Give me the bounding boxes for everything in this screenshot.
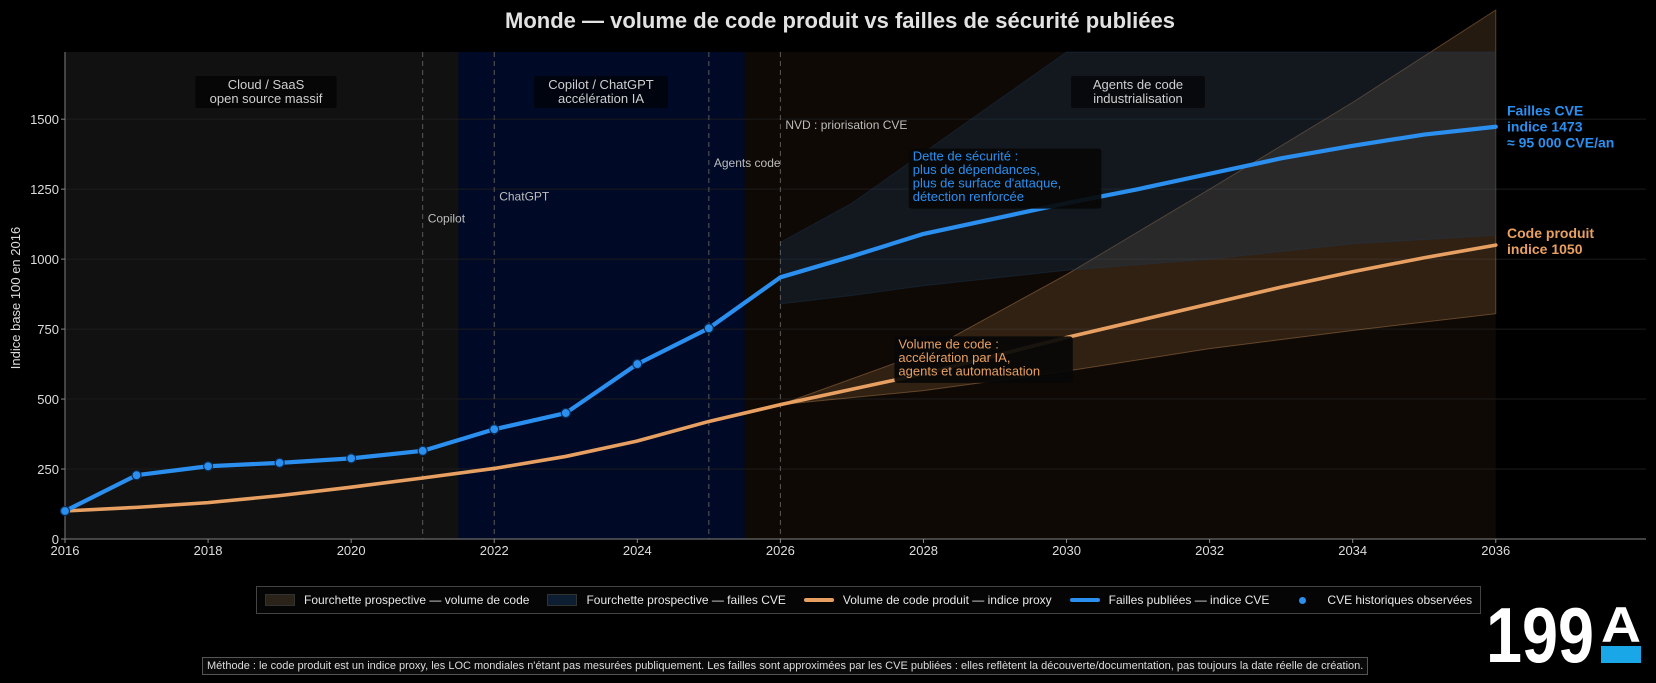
cve-historical-point	[59, 505, 71, 517]
end-label-cve: Failles CVE	[1507, 103, 1583, 119]
event-markers: Copilot ChatGPT Agents code NVD : priorisat…	[422, 52, 907, 539]
period-label-box	[1071, 76, 1205, 108]
legend-label: Volume de code produit — indice proxy	[842, 593, 1052, 607]
period-label: Cloud / SaaS	[228, 77, 305, 92]
legend-item-code-band: Fourchette prospective — volume de code	[265, 593, 529, 607]
end-label-cve: indice 1473	[1507, 119, 1583, 135]
historical-points	[59, 323, 714, 517]
period-label: Copilot / ChatGPT	[548, 77, 654, 92]
period-label: accélération IA	[558, 91, 644, 106]
annotation-text: accélération par IA,	[898, 350, 1010, 365]
period-backgrounds	[65, 52, 1496, 539]
annotations: Dette de sécurité :plus de dépendances,p…	[894, 148, 1102, 383]
event-label: NVD : priorisation CVE	[785, 118, 907, 132]
grid	[65, 118, 1646, 470]
series-cve	[62, 124, 1498, 514]
legend-swatch-code-line	[803, 598, 834, 602]
x-tick-label: 2028	[909, 543, 938, 558]
cve-historical-point	[703, 323, 714, 334]
cve-historical-point	[489, 424, 500, 435]
logo-number: 199	[1486, 596, 1594, 666]
x-tick-label: 2034	[1338, 543, 1367, 558]
legend: Fourchette prospective — volume de code …	[256, 586, 1482, 614]
x-tick-label: 2032	[1195, 543, 1224, 558]
x-tick-label: 2024	[623, 543, 652, 558]
y-tick-label: 750	[37, 322, 59, 337]
period-label-box	[534, 76, 668, 108]
x-tick-label: 2026	[766, 543, 795, 558]
legend-label: Fourchette prospective — volume de code	[304, 593, 530, 607]
series-lines	[62, 124, 1498, 514]
x-tick-label: 2036	[1481, 543, 1510, 558]
x-tick-label: 2030	[1052, 543, 1081, 558]
y-tick-label: 1000	[30, 252, 59, 267]
band-cve	[779, 51, 1497, 305]
event-label: Agents code	[714, 156, 781, 170]
event-label: Copilot	[428, 212, 466, 226]
cve-historical-point	[632, 358, 643, 370]
legend-item-cve-points: CVE historiques observées	[1287, 593, 1472, 607]
legend-item-cve-band: Fourchette prospective — failles CVE	[547, 593, 786, 607]
y-tick-label: 1250	[30, 182, 59, 197]
annotation-text: plus de dépendances,	[913, 162, 1040, 177]
period-label: Agents de code	[1093, 77, 1183, 92]
brand-logo: 199 A	[1486, 596, 1641, 666]
cve-historical-point	[346, 453, 357, 464]
method-footnote: Méthode : le code produit est un indice …	[202, 657, 1369, 675]
logo-letter: A	[1601, 597, 1641, 653]
legend-item-cve-line: Failles publiées — indice CVE	[1069, 593, 1270, 607]
tick-labels: 2016 2018 2020 2022 2024 2026 2028 2030 2032 2034…	[30, 112, 1510, 558]
y-tick-label: 1500	[30, 112, 59, 127]
period-background-1	[458, 52, 745, 539]
end-label-cve: ≈ 95 000 CVE/an	[1507, 135, 1614, 151]
legend-label: Fourchette prospective — failles CVE	[586, 593, 786, 607]
y-tick-label: 250	[37, 462, 59, 477]
annotation-text: plus de surface d'attaque,	[913, 176, 1061, 191]
cve-historical-point	[202, 461, 214, 472]
legend-swatch-cve-line	[1069, 598, 1100, 602]
legend-item-code-line: Volume de code produit — indice proxy	[803, 593, 1052, 607]
event-label: ChatGPT	[499, 189, 550, 203]
legend-label: CVE historiques observées	[1327, 593, 1473, 607]
y-axis-label: Indice base 100 en 2016	[8, 227, 23, 369]
annotation-text: agents et automatisation	[898, 363, 1040, 378]
period-label: open source massif	[210, 91, 323, 106]
period-label-box	[195, 76, 337, 108]
annotation-box	[908, 148, 1102, 209]
annotation-text: détection renforcée	[913, 189, 1024, 204]
annotation-text: Dette de sécurité :	[913, 149, 1019, 164]
end-label-code: Code produit	[1507, 225, 1594, 241]
x-tick-label: 2018	[194, 543, 223, 558]
x-tick-label: 2016	[51, 543, 80, 558]
series-code-volume	[63, 243, 1498, 513]
cve-historical-point	[560, 407, 571, 419]
axes	[64, 52, 1646, 540]
period-label: industrialisation	[1093, 91, 1183, 106]
x-tick-label: 2020	[337, 543, 366, 558]
legend-swatch-cve-points	[1299, 596, 1307, 604]
cve-historical-point	[417, 445, 428, 456]
y-tick-label: 500	[37, 392, 59, 407]
chart-title: Monde — volume de code produit vs faille…	[505, 8, 1175, 33]
cve-historical-point	[131, 470, 142, 481]
end-label-code: indice 1050	[1507, 241, 1583, 257]
annotation-box	[894, 336, 1073, 383]
period-background-2	[744, 52, 1496, 539]
y-tick-label: 0	[52, 532, 59, 547]
period-background-0	[65, 52, 459, 539]
logo-accent-bar	[1601, 646, 1641, 663]
x-tick-label: 2022	[480, 543, 509, 558]
legend-label: Failles publiées — indice CVE	[1108, 593, 1270, 607]
cve-historical-point	[274, 457, 285, 468]
legend-swatch-code-band	[265, 594, 295, 606]
legend-swatch-cve-band	[547, 594, 578, 606]
annotation-text: Volume de code :	[898, 336, 998, 351]
